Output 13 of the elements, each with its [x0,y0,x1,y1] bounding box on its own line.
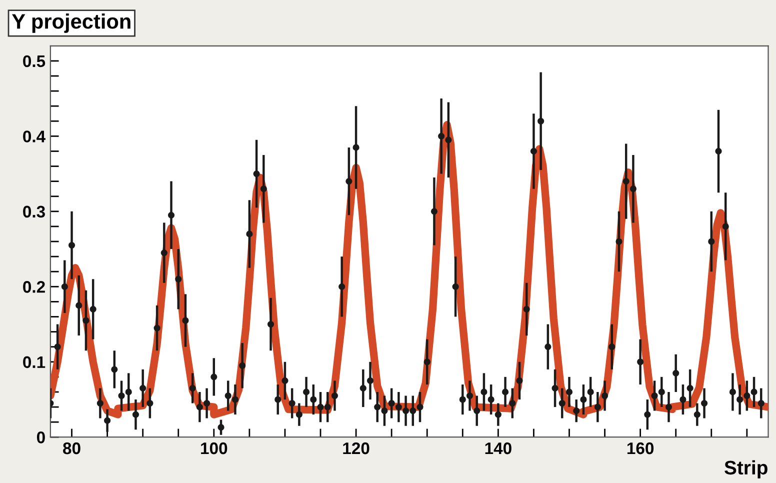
y-tick-label: 0.4 [23,130,46,142]
chart-title: Y projection [12,13,130,33]
x-tick-label: 140 [485,442,512,454]
y-tick-label: 0.5 [23,55,46,68]
y-tick-label: 0.2 [23,281,45,293]
y-tick-label: 0.1 [23,356,46,368]
y-tick-label: 0.3 [23,206,45,218]
x-axis-title: Strip [724,460,768,478]
x-tick-label: 120 [343,442,370,454]
x-tick-label: 100 [201,442,228,454]
x-tick-label: 80 [63,442,80,454]
x-tick-label: 160 [627,442,654,454]
y-tick-label: 0 [36,432,45,444]
